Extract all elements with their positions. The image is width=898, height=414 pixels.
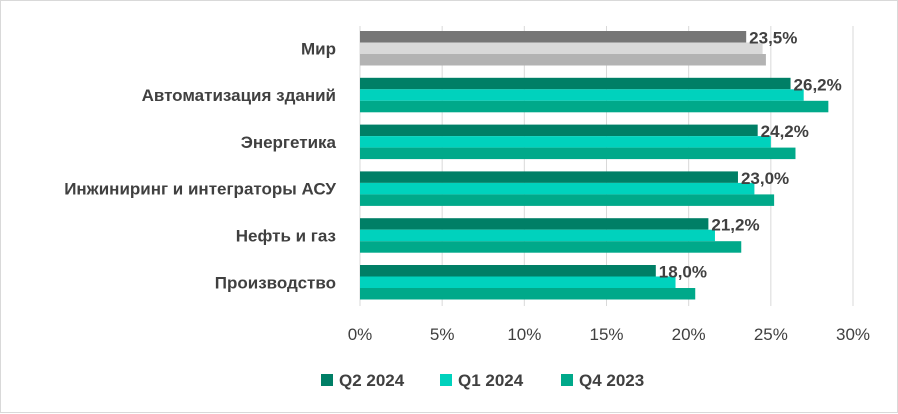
bar xyxy=(360,194,775,206)
bar xyxy=(360,265,656,277)
bar xyxy=(360,171,738,183)
x-tick-label: 5% xyxy=(430,325,455,344)
bar xyxy=(360,124,758,137)
category-label: Производство xyxy=(215,273,336,292)
bar xyxy=(360,288,696,300)
x-tick-label: 15% xyxy=(589,325,623,344)
data-label: 24,2% xyxy=(761,122,809,141)
legend-swatch xyxy=(440,374,452,386)
data-label: 23,0% xyxy=(741,169,789,188)
category-labels: Мир Автоматизация зданий Энергетика Инжинир… xyxy=(64,39,336,292)
data-label: 23,5% xyxy=(749,29,797,48)
category-label: Энергетика xyxy=(241,133,337,152)
bar xyxy=(360,100,829,113)
bars xyxy=(360,31,829,300)
bar xyxy=(360,218,709,230)
data-label: 26,2% xyxy=(794,75,842,94)
bar xyxy=(360,54,766,66)
x-tick-label: 10% xyxy=(507,325,541,344)
data-labels: 23,5% 26,2% 24,2% 23,0% 21,2% 18,0% xyxy=(659,29,842,282)
x-tick-label: 30% xyxy=(836,325,870,344)
bar xyxy=(360,276,676,288)
bar xyxy=(360,42,763,54)
bar xyxy=(360,31,747,43)
legend-swatch xyxy=(561,374,573,386)
x-tick-labels: 0% 5% 10% 15% 20% 25% 30% xyxy=(348,325,870,344)
data-label: 18,0% xyxy=(659,263,707,282)
x-tick-label: 25% xyxy=(754,325,788,344)
bar xyxy=(360,229,715,242)
data-label: 21,2% xyxy=(711,216,759,235)
category-label: Автоматизация зданий xyxy=(142,86,336,105)
bar xyxy=(360,77,791,90)
bar xyxy=(360,147,796,160)
bar xyxy=(360,241,742,253)
x-tick-label: 20% xyxy=(672,325,706,344)
legend-label: Q1 2024 xyxy=(458,371,524,390)
bar xyxy=(360,182,755,195)
bar xyxy=(360,89,804,101)
legend-swatch xyxy=(321,374,333,386)
category-label: Нефть и газ xyxy=(236,226,336,245)
gridlines xyxy=(359,26,854,306)
category-label: Мир xyxy=(301,39,336,58)
x-tick-label: 0% xyxy=(348,325,373,344)
category-label: Инжиниринг и интеграторы АСУ xyxy=(64,180,336,199)
legend-label: Q4 2023 xyxy=(579,371,644,390)
bar xyxy=(360,136,771,148)
legend-label: Q2 2024 xyxy=(339,371,405,390)
legend: Q2 2024 Q1 2024 Q4 2023 xyxy=(321,371,644,390)
